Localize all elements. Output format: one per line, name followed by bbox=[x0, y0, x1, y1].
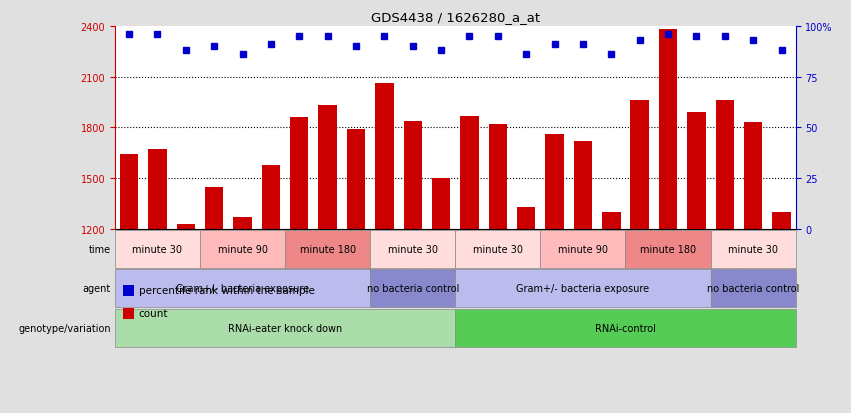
Text: no bacteria control: no bacteria control bbox=[367, 284, 459, 294]
Bar bbox=[631, 101, 649, 229]
Text: minute 30: minute 30 bbox=[388, 244, 437, 254]
Bar bbox=[431, 178, 450, 229]
Bar bbox=[173, 231, 198, 293]
Bar bbox=[517, 207, 535, 229]
Bar bbox=[542, 231, 568, 293]
Bar bbox=[403, 121, 422, 229]
Bar bbox=[513, 231, 539, 293]
Text: ▶: ▶ bbox=[117, 323, 124, 333]
Bar bbox=[375, 84, 393, 229]
Bar bbox=[744, 123, 762, 229]
Bar bbox=[627, 231, 653, 293]
Bar bbox=[233, 217, 252, 229]
Bar bbox=[768, 231, 794, 293]
Text: genotype/variation: genotype/variation bbox=[18, 323, 111, 333]
Bar bbox=[574, 142, 592, 229]
Bar bbox=[347, 130, 365, 229]
Bar bbox=[315, 231, 340, 293]
Text: minute 30: minute 30 bbox=[133, 244, 182, 254]
Bar bbox=[602, 212, 620, 229]
Bar bbox=[318, 106, 337, 229]
Text: no bacteria control: no bacteria control bbox=[707, 284, 799, 294]
Bar bbox=[428, 231, 454, 293]
Bar bbox=[488, 125, 507, 229]
Text: minute 30: minute 30 bbox=[728, 244, 778, 254]
Bar bbox=[545, 135, 563, 229]
Bar bbox=[372, 231, 397, 293]
Bar bbox=[343, 231, 368, 293]
Bar bbox=[655, 231, 681, 293]
Text: minute 90: minute 90 bbox=[218, 244, 267, 254]
Text: agent: agent bbox=[83, 284, 111, 294]
Bar bbox=[773, 212, 791, 229]
Title: GDS4438 / 1626280_a_at: GDS4438 / 1626280_a_at bbox=[371, 11, 540, 24]
Text: minute 180: minute 180 bbox=[300, 244, 356, 254]
Bar bbox=[570, 231, 596, 293]
Text: ▶: ▶ bbox=[117, 244, 124, 254]
Text: minute 90: minute 90 bbox=[558, 244, 608, 254]
Bar bbox=[287, 231, 312, 293]
Bar bbox=[262, 165, 280, 229]
Bar bbox=[683, 231, 709, 293]
Text: Gram+/- bacteria exposure: Gram+/- bacteria exposure bbox=[517, 284, 649, 294]
Bar bbox=[205, 187, 223, 229]
Bar bbox=[457, 231, 483, 293]
Bar bbox=[117, 231, 142, 293]
Bar bbox=[290, 118, 308, 229]
Bar bbox=[659, 30, 677, 229]
Bar bbox=[598, 231, 624, 293]
Bar bbox=[400, 231, 426, 293]
Text: ▶: ▶ bbox=[117, 284, 124, 294]
Bar bbox=[148, 150, 167, 229]
Text: minute 180: minute 180 bbox=[640, 244, 696, 254]
Text: minute 30: minute 30 bbox=[473, 244, 523, 254]
Text: Gram+/- bacteria exposure: Gram+/- bacteria exposure bbox=[176, 284, 309, 294]
Text: count: count bbox=[139, 309, 168, 318]
Text: RNAi-control: RNAi-control bbox=[595, 323, 656, 333]
Bar bbox=[176, 224, 195, 229]
Bar bbox=[230, 231, 255, 293]
Text: RNAi-eater knock down: RNAi-eater knock down bbox=[228, 323, 342, 333]
Bar bbox=[460, 116, 478, 229]
Bar bbox=[145, 231, 170, 293]
Bar bbox=[712, 231, 738, 293]
Text: percentile rank within the sample: percentile rank within the sample bbox=[139, 286, 315, 296]
Bar bbox=[688, 113, 705, 229]
Bar bbox=[202, 231, 227, 293]
Bar bbox=[258, 231, 283, 293]
Bar bbox=[120, 155, 138, 229]
Bar bbox=[485, 231, 511, 293]
Bar bbox=[740, 231, 766, 293]
Text: time: time bbox=[89, 244, 111, 254]
Bar bbox=[716, 101, 734, 229]
